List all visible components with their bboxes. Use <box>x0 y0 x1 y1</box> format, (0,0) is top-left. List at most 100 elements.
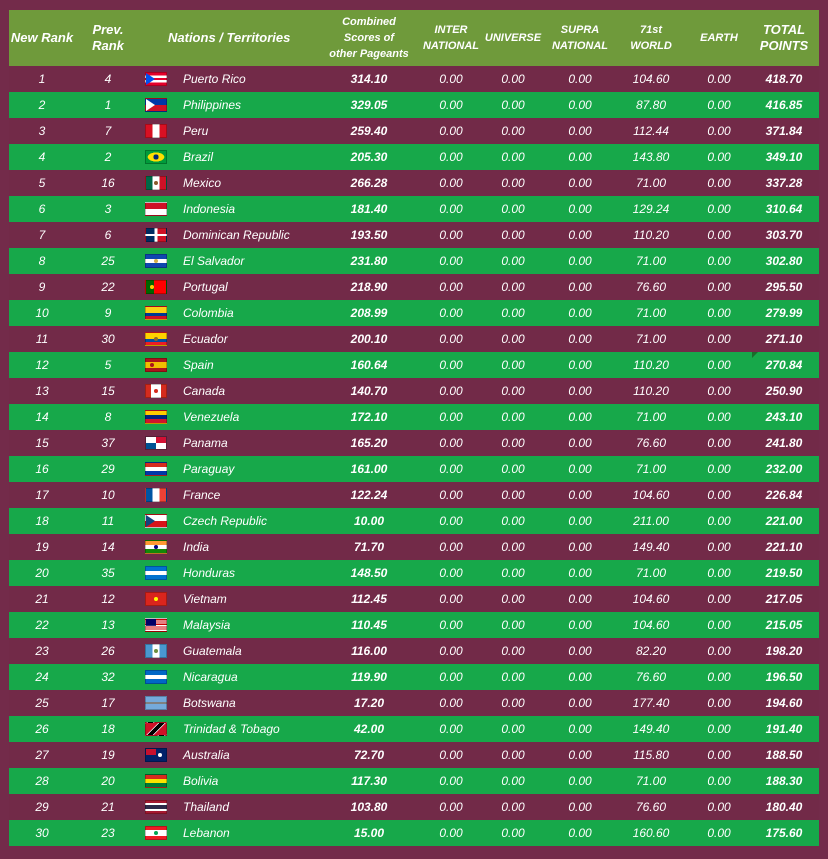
total-points-cell: 418.70 <box>765 72 803 86</box>
new-rank-cell: 30 <box>35 826 49 840</box>
flag-venezuela-icon <box>145 410 167 424</box>
combined-score-cell: 161.00 <box>350 462 388 476</box>
combined-score-cell: 231.80 <box>350 254 388 268</box>
new-rank-cell: 19 <box>35 540 49 554</box>
earth-cell: 0.00 <box>707 488 731 502</box>
international-cell: 0.00 <box>439 826 463 840</box>
earth-cell: 0.00 <box>707 254 731 268</box>
supranational-cell: 0.00 <box>568 514 592 528</box>
supranational-cell: 0.00 <box>568 98 592 112</box>
earth-cell: 0.00 <box>707 410 731 424</box>
prev-rank-cell: 14 <box>101 540 115 554</box>
combined-score-cell: 172.10 <box>350 410 388 424</box>
nation-name-cell: Vietnam <box>183 592 227 606</box>
world-cell: 149.40 <box>632 722 670 736</box>
earth-cell: 0.00 <box>707 826 731 840</box>
table-row: 17 10 France 122.24 0.00 0.00 0.00 104.60 0.00 22… <box>9 482 819 508</box>
combined-score-cell: 193.50 <box>350 228 388 242</box>
table-row: 5 16 Mexico 266.28 0.00 0.00 0.00 71.00 0.00 337.… <box>9 170 819 196</box>
earth-cell: 0.00 <box>707 644 731 658</box>
supranational-cell: 0.00 <box>568 670 592 684</box>
world-cell: 115.80 <box>633 748 669 762</box>
flag-france-icon <box>145 488 167 502</box>
supranational-cell: 0.00 <box>568 176 592 190</box>
total-points-cell: 215.05 <box>765 618 803 632</box>
new-rank-cell: 7 <box>38 228 46 242</box>
world-cell: 110.20 <box>633 358 669 372</box>
table-row: 20 35 Honduras 148.50 0.00 0.00 0.00 71.00 0.00 2… <box>9 560 819 586</box>
table-row: 24 32 Nicaragua 119.90 0.00 0.00 0.00 76.60 0.00… <box>9 664 819 690</box>
total-points-cell: 226.84 <box>765 488 803 502</box>
earth-cell: 0.00 <box>707 176 731 190</box>
total-points-cell: 349.10 <box>765 150 803 164</box>
new-rank-cell: 1 <box>38 72 46 86</box>
flag-ecuador-icon <box>145 332 167 346</box>
supranational-cell: 0.00 <box>568 358 592 372</box>
prev-rank-cell: 7 <box>104 124 112 138</box>
nation-name-cell: Indonesia <box>183 202 236 216</box>
world-cell: 76.60 <box>635 436 667 450</box>
table-row: 19 14 India 71.70 0.00 0.00 0.00 149.40 0.00 221.… <box>9 534 819 560</box>
supranational-cell: 0.00 <box>568 228 592 242</box>
header-new-rank: New Rank <box>10 30 74 45</box>
nation-name-cell: Australia <box>183 748 230 762</box>
earth-cell: 0.00 <box>707 462 731 476</box>
international-cell: 0.00 <box>439 358 463 372</box>
combined-score-cell: 122.24 <box>350 488 388 502</box>
international-cell: 0.00 <box>439 98 463 112</box>
flag-colombia-icon <box>145 306 167 320</box>
total-points-cell: 217.05 <box>765 592 803 606</box>
table-body: 1 4 Puerto Rico 314.10 0.00 0.00 0.00 104.60 0.0… <box>9 66 819 846</box>
flag-indonesia-icon <box>145 202 167 216</box>
combined-score-cell: 103.80 <box>350 800 388 814</box>
universe-cell: 0.00 <box>501 150 525 164</box>
flag-vietnam-icon <box>145 592 167 606</box>
new-rank-cell: 27 <box>35 748 49 762</box>
international-cell: 0.00 <box>439 306 463 320</box>
nation-name-cell: Ecuador <box>183 332 228 346</box>
world-cell: 160.60 <box>632 826 670 840</box>
table-row: 30 23 Lebanon 15.00 0.00 0.00 0.00 160.60 0.00 17… <box>9 820 819 846</box>
supranational-cell: 0.00 <box>568 202 592 216</box>
earth-cell: 0.00 <box>707 722 731 736</box>
nation-name-cell: Panama <box>183 436 228 450</box>
total-points-cell: 271.10 <box>765 332 803 346</box>
table-row: 14 8 Venezuela 172.10 0.00 0.00 0.00 71.00 0.00 2… <box>9 404 819 430</box>
total-points-cell: 303.70 <box>765 228 803 242</box>
universe-cell: 0.00 <box>501 514 525 528</box>
table-row: 11 30 Ecuador 200.10 0.00 0.00 0.00 71.00 0.00 27… <box>9 326 819 352</box>
universe-cell: 0.00 <box>501 384 525 398</box>
prev-rank-cell: 16 <box>101 176 115 190</box>
international-cell: 0.00 <box>439 124 463 138</box>
international-cell: 0.00 <box>439 436 463 450</box>
combined-score-cell: 205.30 <box>350 150 388 164</box>
international-cell: 0.00 <box>439 670 463 684</box>
nation-name-cell: Paraguay <box>183 462 235 476</box>
supranational-cell: 0.00 <box>568 618 592 632</box>
table-row: 21 12 Vietnam 112.45 0.00 0.00 0.00 104.60 0.00 2… <box>9 586 819 612</box>
prev-rank-cell: 19 <box>101 748 115 762</box>
new-rank-cell: 18 <box>35 514 49 528</box>
flag-thailand-icon <box>145 800 167 814</box>
international-cell: 0.00 <box>439 774 463 788</box>
prev-rank-cell: 37 <box>101 436 115 450</box>
total-points-cell: 188.50 <box>765 748 803 762</box>
nation-name-cell: Portugal <box>183 280 228 294</box>
new-rank-cell: 6 <box>38 202 46 216</box>
table-row: 10 9 Colombia 208.99 0.00 0.00 0.00 71.00 0.00 27… <box>9 300 819 326</box>
prev-rank-cell: 6 <box>104 228 112 242</box>
international-cell: 0.00 <box>439 618 463 632</box>
nation-name-cell: India <box>183 540 210 554</box>
new-rank-cell: 9 <box>38 280 46 294</box>
flag-lebanon-icon <box>145 826 167 840</box>
flag-malaysia-icon <box>145 618 167 632</box>
universe-cell: 0.00 <box>501 228 525 242</box>
prev-rank-cell: 3 <box>104 202 112 216</box>
new-rank-cell: 4 <box>38 150 46 164</box>
supranational-cell: 0.00 <box>568 124 592 138</box>
world-cell: 71.00 <box>635 254 667 268</box>
universe-cell: 0.00 <box>501 332 525 346</box>
combined-score-cell: 200.10 <box>350 332 388 346</box>
total-points-cell: 194.60 <box>765 696 803 710</box>
flag-el-salvador-icon <box>145 254 167 268</box>
